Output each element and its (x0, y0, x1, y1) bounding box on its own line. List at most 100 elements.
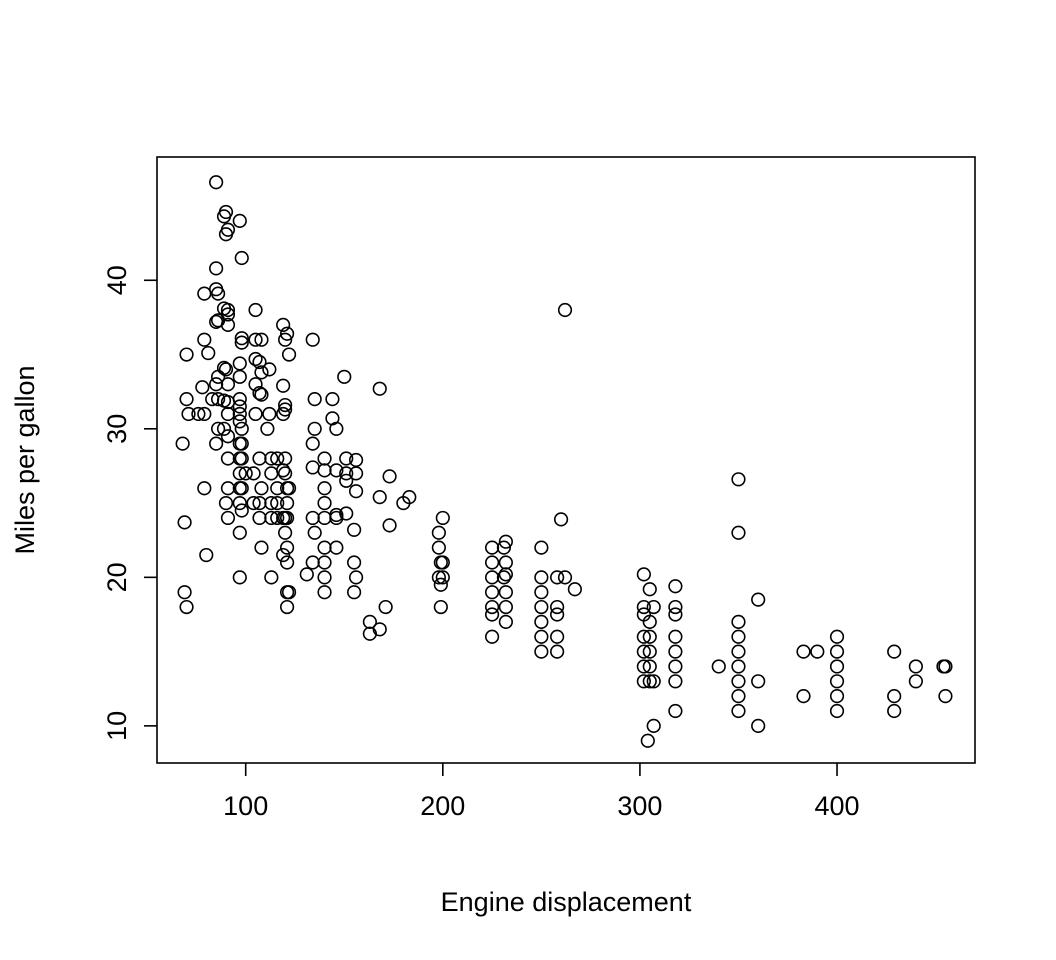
data-point (810, 644, 825, 659)
data-point (209, 261, 224, 276)
data-point (248, 332, 263, 347)
data-point (317, 481, 332, 496)
data-point (232, 414, 247, 429)
data-point (248, 377, 263, 392)
data-point (246, 466, 261, 481)
data-point (642, 659, 657, 674)
data-point (281, 481, 297, 496)
data-point (279, 540, 295, 555)
data-point (534, 644, 549, 659)
data-point (201, 345, 216, 361)
data-point (317, 495, 332, 511)
data-point (264, 570, 279, 585)
data-point (279, 599, 295, 615)
data-point (281, 347, 297, 362)
data-point (731, 614, 746, 629)
data-point (276, 547, 291, 563)
data-point (550, 570, 565, 585)
x-tick-label: 400 (814, 791, 859, 821)
data-point (829, 659, 845, 674)
data-point (234, 436, 249, 451)
data-point (317, 540, 332, 555)
data-point (232, 392, 247, 407)
data-point (234, 421, 249, 436)
data-point (307, 392, 322, 407)
data-point (640, 733, 655, 748)
data-point (179, 347, 194, 362)
data-point (498, 555, 513, 570)
data-point (218, 204, 234, 220)
data-point (484, 629, 500, 644)
data-point (307, 421, 322, 436)
data-point (498, 567, 513, 582)
data-point (339, 451, 354, 466)
data-point (550, 599, 565, 615)
data-point (348, 484, 364, 499)
data-point (829, 689, 845, 704)
data-point (305, 332, 320, 347)
data-point (232, 213, 247, 228)
data-point (305, 436, 320, 451)
data-point (646, 674, 661, 689)
data-point (220, 377, 236, 392)
data-point (431, 525, 446, 540)
data-point (216, 421, 232, 436)
data-point (382, 518, 397, 533)
data-point (234, 451, 249, 466)
data-point (299, 567, 314, 582)
data-point (435, 510, 450, 526)
data-point (751, 592, 766, 607)
data-point (191, 406, 206, 422)
data-point (317, 463, 332, 478)
data-point (829, 644, 845, 659)
data-point (498, 585, 513, 600)
data-point (248, 302, 263, 318)
data-point (433, 577, 448, 592)
data-point (317, 555, 332, 570)
data-point (534, 540, 549, 555)
data-point (179, 599, 194, 615)
data-point (220, 510, 236, 526)
data-point (279, 495, 295, 511)
data-point (279, 555, 295, 570)
data-point (234, 481, 249, 496)
data-point (347, 522, 362, 537)
data-point (232, 495, 247, 511)
data-point (218, 227, 234, 242)
data-point (254, 332, 269, 347)
data-point (329, 421, 344, 436)
data-point (248, 351, 263, 367)
data-point (496, 540, 512, 555)
data-point (307, 525, 322, 540)
data-point (372, 381, 387, 396)
data-point (260, 421, 275, 436)
data-point (278, 397, 293, 413)
data-point (668, 703, 683, 719)
data-point (731, 674, 746, 689)
data-point (887, 644, 902, 659)
data-point (211, 286, 226, 301)
data-point (435, 570, 450, 585)
data-point (534, 599, 549, 615)
data-point (711, 659, 726, 674)
y-axis-title: Miles per gallon (10, 365, 40, 554)
data-point (276, 378, 291, 393)
data-point (179, 392, 194, 407)
data-point (232, 369, 247, 384)
data-point (642, 644, 657, 659)
data-point (435, 555, 450, 570)
data-point (484, 540, 500, 555)
data-point (197, 481, 212, 496)
data-point (329, 540, 344, 555)
data-point (431, 570, 446, 585)
data-point (484, 570, 500, 585)
data-point (199, 547, 214, 563)
data-point (484, 555, 500, 570)
data-point (636, 629, 651, 644)
data-point (262, 362, 277, 377)
data-point (209, 436, 224, 451)
data-point (209, 175, 224, 190)
data-point (218, 362, 234, 377)
data-point (550, 629, 565, 644)
